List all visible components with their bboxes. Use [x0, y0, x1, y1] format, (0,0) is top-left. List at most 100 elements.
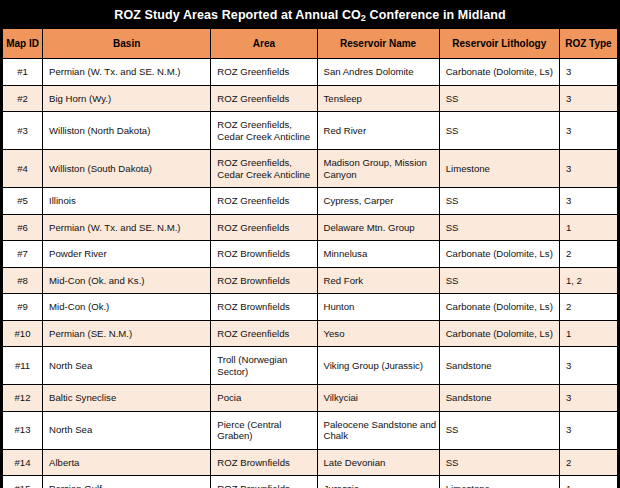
cell-map-id: #3 [3, 112, 43, 150]
cell-map-id: #15 [3, 476, 43, 488]
cell-reservoir-name: Red River [317, 112, 439, 150]
cell-reservoir-name: Late Devonian [317, 449, 439, 476]
cell-basin: Williston (South Dakota) [43, 150, 211, 188]
cell-lithology: SS [439, 112, 559, 150]
cell-basin: North Sea [43, 411, 211, 449]
table-row: #2Big Horn (Wy.)ROZ GreenfieldsTensleepS… [3, 85, 618, 112]
cell-area: Pocia [211, 385, 317, 412]
cell-reservoir-name: Viking Group (Jurassic) [317, 347, 439, 385]
cell-lithology: SS [439, 449, 559, 476]
cell-roz-type: 1 [559, 476, 617, 488]
cell-roz-type: 1, 2 [559, 267, 617, 294]
cell-lithology: Carbonate (Dolomite, Ls) [439, 320, 559, 347]
cell-reservoir-name: Yeso [317, 320, 439, 347]
table-title-text: ROZ Study Areas Reported at Annual CO2 C… [114, 8, 505, 22]
table-row: #9Mid-Con (Ok.)ROZ BrownfieldsHuntonCarb… [3, 294, 618, 321]
cell-basin: Mid-Con (Ok.) [43, 294, 211, 321]
cell-map-id: #12 [3, 385, 43, 412]
cell-roz-type: 3 [559, 85, 617, 112]
cell-map-id: #10 [3, 320, 43, 347]
cell-reservoir-name: Madison Group, Mission Canyon [317, 150, 439, 188]
cell-roz-type: 2 [559, 294, 617, 321]
cell-roz-type: 3 [559, 385, 617, 412]
cell-map-id: #11 [3, 347, 43, 385]
table-row: #11North SeaTroll (Norwegian Sector)Viki… [3, 347, 618, 385]
cell-basin: Permian (SE. N.M.) [43, 320, 211, 347]
cell-lithology: Limestone [439, 476, 559, 488]
cell-lithology: SS [439, 411, 559, 449]
cell-lithology: Sandstone [439, 385, 559, 412]
table-row: #5IllinoisROZ GreenfieldsCypress, Carper… [3, 188, 618, 215]
cell-basin: Baltic Syneclise [43, 385, 211, 412]
cell-roz-type: 1 [559, 214, 617, 241]
table-row: #13North SeaPierce (Central Graben)Paleo… [3, 411, 618, 449]
cell-roz-type: 3 [559, 188, 617, 215]
cell-roz-type: 3 [559, 411, 617, 449]
cell-basin: Big Horn (Wy.) [43, 85, 211, 112]
cell-area: Pierce (Central Graben) [211, 411, 317, 449]
cell-lithology: Carbonate (Dolomite, Ls) [439, 241, 559, 268]
cell-lithology: Sandstone [439, 347, 559, 385]
cell-reservoir-name: Red Fork [317, 267, 439, 294]
table-body: #1Permian (W. Tx. and SE. N.M.)ROZ Green… [3, 59, 618, 488]
cell-roz-type: 3 [559, 112, 617, 150]
table-row: #8Mid-Con (Ok. and Ks.)ROZ BrownfieldsRe… [3, 267, 618, 294]
column-header-basin: Basin [43, 29, 211, 59]
cell-reservoir-name: Cypress, Carper [317, 188, 439, 215]
cell-basin: Permian (W. Tx. and SE. N.M.) [43, 214, 211, 241]
cell-roz-type: 2 [559, 449, 617, 476]
cell-roz-type: 1 [559, 320, 617, 347]
cell-basin: Illinois [43, 188, 211, 215]
cell-lithology: Carbonate (Dolomite, Ls) [439, 294, 559, 321]
cell-lithology: SS [439, 85, 559, 112]
cell-area: ROZ Brownfields [211, 449, 317, 476]
cell-basin: North Sea [43, 347, 211, 385]
cell-map-id: #1 [3, 59, 43, 86]
table-row: #14AlbertaROZ BrownfieldsLate DevonianSS… [3, 449, 618, 476]
cell-roz-type: 3 [559, 150, 617, 188]
cell-area: ROZ Brownfields [211, 241, 317, 268]
cell-basin: Mid-Con (Ok. and Ks.) [43, 267, 211, 294]
cell-area: Troll (Norwegian Sector) [211, 347, 317, 385]
cell-roz-type: 3 [559, 59, 617, 86]
cell-basin: Permian (W. Tx. and SE. N.M.) [43, 59, 211, 86]
table-row: #6Permian (W. Tx. and SE. N.M.)ROZ Green… [3, 214, 618, 241]
cell-area: ROZ Greenfields, Cedar Creek Anticline [211, 112, 317, 150]
table-row: #10Permian (SE. N.M.)ROZ GreenfieldsYeso… [3, 320, 618, 347]
cell-map-id: #9 [3, 294, 43, 321]
table-row: #4Williston (South Dakota)ROZ Greenfield… [3, 150, 618, 188]
table-title: ROZ Study Areas Reported at Annual CO2 C… [2, 2, 618, 28]
column-header-roz-type: ROZ Type [559, 29, 617, 59]
table-row: #3Williston (North Dakota)ROZ Greenfield… [3, 112, 618, 150]
cell-area: ROZ Brownfields [211, 294, 317, 321]
cell-map-id: #14 [3, 449, 43, 476]
cell-basin: Powder River [43, 241, 211, 268]
header-row: Map ID Basin Area Reservoir Name Reservo… [3, 29, 618, 59]
cell-reservoir-name: Paleocene Sandstone and Chalk [317, 411, 439, 449]
cell-map-id: #13 [3, 411, 43, 449]
column-header-map-id: Map ID [3, 29, 43, 59]
cell-lithology: Limestone [439, 150, 559, 188]
cell-basin: Williston (North Dakota) [43, 112, 211, 150]
cell-area: ROZ Greenfields [211, 320, 317, 347]
title-prefix: ROZ Study Areas Reported at Annual CO [114, 8, 361, 22]
cell-reservoir-name: Hunton [317, 294, 439, 321]
cell-reservoir-name: Jurassic [317, 476, 439, 488]
cell-reservoir-name: Tensleep [317, 85, 439, 112]
cell-lithology: SS [439, 188, 559, 215]
table-header: Map ID Basin Area Reservoir Name Reservo… [3, 29, 618, 59]
cell-area: ROZ Brownfields [211, 476, 317, 488]
cell-map-id: #8 [3, 267, 43, 294]
cell-reservoir-name: Delaware Mtn. Group [317, 214, 439, 241]
cell-basin: Alberta [43, 449, 211, 476]
cell-area: ROZ Greenfields [211, 85, 317, 112]
table-row: #1Permian (W. Tx. and SE. N.M.)ROZ Green… [3, 59, 618, 86]
cell-lithology: Carbonate (Dolomite, Ls) [439, 59, 559, 86]
cell-area: ROZ Greenfields, Cedar Creek Anticline [211, 150, 317, 188]
cell-roz-type: 3 [559, 347, 617, 385]
cell-area: ROZ Brownfields [211, 267, 317, 294]
cell-lithology: SS [439, 214, 559, 241]
cell-map-id: #2 [3, 85, 43, 112]
cell-map-id: #6 [3, 214, 43, 241]
data-table: Map ID Basin Area Reservoir Name Reservo… [2, 28, 618, 488]
